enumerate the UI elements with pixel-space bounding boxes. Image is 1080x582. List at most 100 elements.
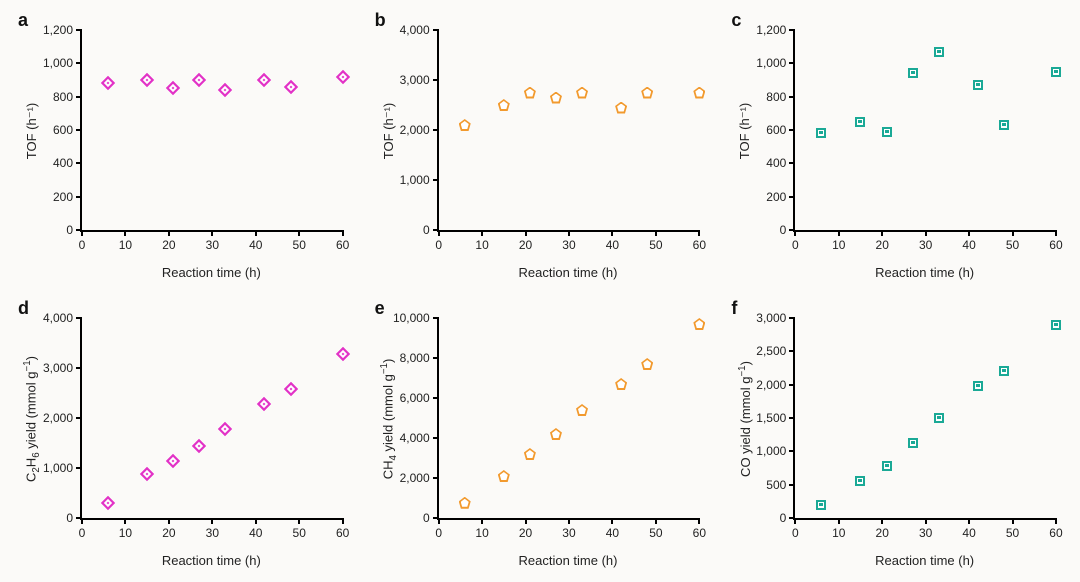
- x-tick-label: 40: [249, 230, 262, 252]
- x-tick-label: 0: [435, 230, 442, 252]
- x-tick-label: 40: [962, 518, 975, 540]
- panel-d: d01,0002,0003,0004,0000102030405060C2H6 …: [18, 300, 349, 570]
- x-tick-label: 20: [876, 518, 889, 540]
- data-point: [336, 347, 350, 361]
- data-point: [192, 73, 206, 87]
- x-tick-label: 20: [519, 518, 532, 540]
- y-tick-label: 1,200: [43, 23, 82, 37]
- y-tick-label: 500: [766, 478, 795, 492]
- x-tick-label: 30: [562, 518, 575, 540]
- x-tick-label: 60: [693, 518, 706, 540]
- x-tick-label: 20: [162, 518, 175, 540]
- x-axis-label: Reaction time (h): [80, 265, 343, 280]
- data-point: [855, 476, 865, 486]
- panel-label: b: [375, 10, 386, 31]
- x-tick-label: 10: [832, 518, 845, 540]
- y-tick-label: 8,000: [400, 351, 439, 365]
- x-tick-label: 30: [562, 230, 575, 252]
- panel-label: a: [18, 10, 28, 31]
- plot-area: 02004006008001,0001,2000102030405060: [793, 30, 1056, 232]
- y-axis-label: TOF (h⁻¹): [381, 103, 397, 159]
- panel-c: c 02004006008001,0001,2000102030405060 TOF…: [731, 12, 1062, 282]
- plot-area: 01,0002,0003,0004,0000102030405060: [437, 30, 700, 232]
- y-tick-label: 800: [766, 90, 795, 104]
- plot-area: 01,0002,0003,0004,0000102030405060: [80, 318, 343, 520]
- y-tick-label: 1,500: [756, 411, 795, 425]
- x-tick-label: 20: [519, 230, 532, 252]
- data-point: [973, 381, 983, 391]
- x-tick-label: 20: [162, 230, 175, 252]
- data-point: [498, 99, 510, 111]
- y-axis-label: CH4 yield (mmol g−1): [379, 359, 399, 480]
- y-tick-label: 3,000: [43, 361, 82, 375]
- y-tick-label: 4,000: [400, 431, 439, 445]
- x-tick-label: 10: [119, 518, 132, 540]
- y-tick-label: 600: [53, 123, 82, 137]
- data-point: [218, 83, 232, 97]
- panel-e: e02,0004,0006,0008,00010,000010203040506…: [375, 300, 706, 570]
- x-tick-label: 10: [475, 518, 488, 540]
- y-tick-label: 10,000: [393, 311, 439, 325]
- panel-label: c: [731, 10, 741, 31]
- panel-a: a02004006008001,0001,2000102030405060TOF…: [18, 12, 349, 282]
- plot-area: 05001,0001,5002,0002,5003,00001020304050…: [793, 318, 1056, 520]
- data-point: [257, 397, 271, 411]
- x-tick-label: 10: [475, 230, 488, 252]
- data-point: [257, 73, 271, 87]
- y-tick-label: 200: [53, 190, 82, 204]
- x-tick-label: 50: [649, 230, 662, 252]
- x-tick-label: 0: [79, 518, 86, 540]
- y-tick-label: 2,000: [43, 411, 82, 425]
- y-tick-label: 400: [766, 156, 795, 170]
- x-tick-label: 60: [336, 230, 349, 252]
- data-point: [1051, 67, 1061, 77]
- x-tick-label: 60: [1049, 518, 1062, 540]
- panel-label: e: [375, 298, 385, 319]
- y-axis-label: TOF (h⁻¹): [737, 103, 753, 159]
- x-tick-label: 50: [649, 518, 662, 540]
- data-point: [498, 470, 510, 482]
- y-tick-label: 600: [766, 123, 795, 137]
- x-tick-label: 0: [792, 230, 799, 252]
- x-tick-label: 30: [919, 518, 932, 540]
- data-point: [641, 87, 653, 99]
- y-tick-label: 1,000: [756, 56, 795, 70]
- y-tick-label: 400: [53, 156, 82, 170]
- data-point: [908, 68, 918, 78]
- data-point: [283, 382, 297, 396]
- data-point: [934, 413, 944, 423]
- data-point: [693, 318, 705, 330]
- y-tick-label: 1,000: [43, 56, 82, 70]
- data-point: [576, 87, 588, 99]
- data-point: [101, 76, 115, 90]
- x-tick-label: 50: [293, 518, 306, 540]
- x-tick-label: 10: [832, 230, 845, 252]
- data-point: [934, 47, 944, 57]
- data-point: [140, 73, 154, 87]
- y-tick-label: 3,000: [756, 311, 795, 325]
- y-axis-label: CO yield (mmol g−1): [737, 361, 753, 477]
- y-tick-label: 1,000: [756, 444, 795, 458]
- data-point: [693, 87, 705, 99]
- x-tick-label: 40: [962, 230, 975, 252]
- x-tick-label: 60: [693, 230, 706, 252]
- data-point: [999, 366, 1009, 376]
- y-tick-label: 2,500: [756, 344, 795, 358]
- x-tick-label: 40: [606, 230, 619, 252]
- x-tick-label: 40: [249, 518, 262, 540]
- y-tick-label: 4,000: [43, 311, 82, 325]
- y-tick-label: 3,000: [400, 73, 439, 87]
- data-point: [524, 448, 536, 460]
- x-axis-label: Reaction time (h): [437, 553, 700, 568]
- data-point: [855, 117, 865, 127]
- plot-area: 02004006008001,0001,2000102030405060: [80, 30, 343, 232]
- x-tick-label: 10: [119, 230, 132, 252]
- data-point: [336, 70, 350, 84]
- data-point: [615, 378, 627, 390]
- panel-label: f: [731, 298, 737, 319]
- x-tick-label: 0: [435, 518, 442, 540]
- data-point: [816, 500, 826, 510]
- data-point: [882, 127, 892, 137]
- figure-grid: a02004006008001,0001,2000102030405060TOF…: [18, 12, 1062, 570]
- data-point: [882, 461, 892, 471]
